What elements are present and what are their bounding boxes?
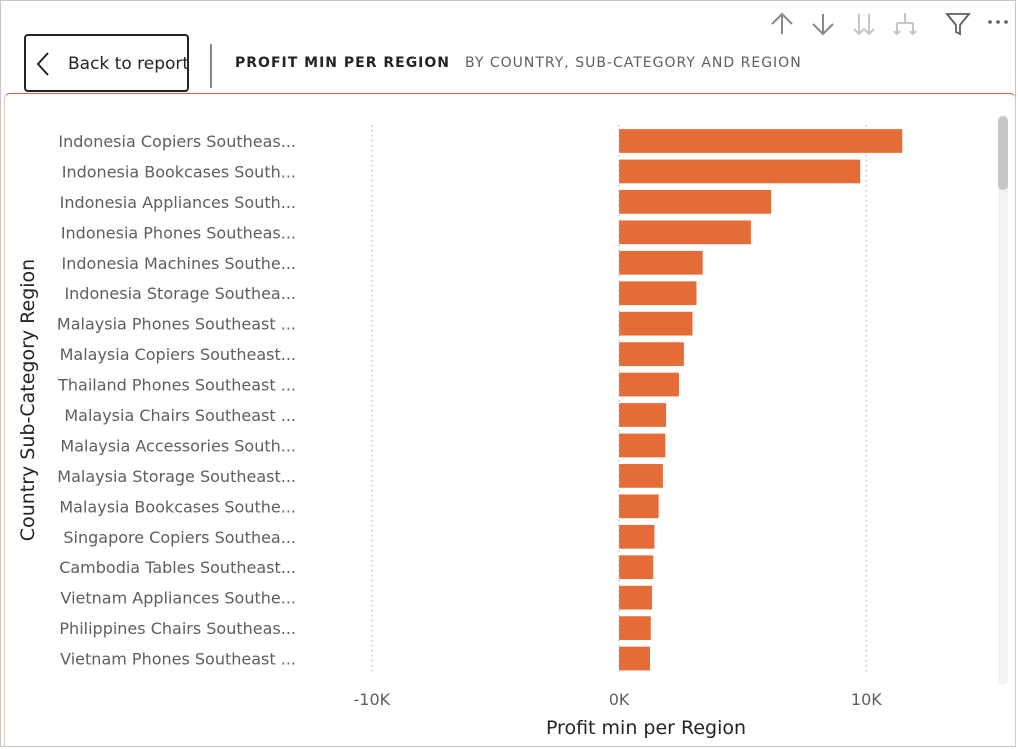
category-label: Indonesia Bookcases South...	[62, 162, 296, 181]
x-tick-label: -10K	[354, 690, 391, 709]
bar[interactable]	[619, 342, 684, 366]
chevron-left-icon	[36, 52, 49, 76]
category-label: Malaysia Accessories South...	[60, 436, 296, 455]
back-to-report-button[interactable]: Back to report	[24, 34, 189, 92]
bar[interactable]	[619, 555, 654, 580]
x-tick-label: 10K	[851, 690, 882, 709]
more-options-icon[interactable]	[984, 10, 1012, 38]
category-label: Vietnam Phones Southeast ...	[60, 650, 296, 669]
bar[interactable]	[619, 585, 652, 610]
scrollbar-thumb[interactable]	[998, 116, 1008, 190]
category-label: Malaysia Storage Southeast...	[57, 467, 296, 486]
filter-icon[interactable]	[944, 10, 972, 38]
category-label: Indonesia Phones Southeas...	[61, 223, 296, 242]
category-label: Indonesia Appliances South...	[60, 193, 296, 212]
bar[interactable]	[619, 129, 903, 153]
scrollbar-track[interactable]	[998, 115, 1008, 685]
x-tick-label: 0K	[609, 690, 630, 709]
breadcrumb-profit-min[interactable]: PROFIT MIN PER REGION	[235, 55, 451, 71]
category-label: Malaysia Bookcases Southe...	[59, 497, 296, 516]
bar[interactable]	[619, 190, 772, 214]
category-label: Cambodia Tables Southeast...	[59, 558, 296, 577]
category-label: Philippines Chairs Southeas...	[59, 619, 296, 638]
double-arrow-down-icon[interactable]	[850, 10, 878, 38]
bar[interactable]	[619, 494, 659, 519]
bar[interactable]	[619, 524, 655, 549]
bar[interactable]	[619, 281, 697, 306]
category-label: Malaysia Chairs Southeast ...	[64, 406, 296, 425]
bar[interactable]	[619, 403, 667, 427]
x-axis-title: Profit min per Region	[546, 717, 746, 739]
bar[interactable]	[619, 220, 751, 245]
back-to-report-label: Back to report	[68, 54, 190, 74]
y-axis-title: Country Sub-Category Region	[17, 259, 39, 541]
category-label: Indonesia Storage Southea...	[64, 284, 296, 303]
bar[interactable]	[619, 433, 666, 458]
arrow-down-icon[interactable]	[809, 10, 837, 38]
expand-hierarchy-icon[interactable]	[891, 10, 919, 38]
category-label: Indonesia Machines Southe...	[62, 254, 296, 273]
category-label: Indonesia Copiers Southeas...	[58, 132, 296, 151]
header-separator	[210, 44, 212, 88]
bar[interactable]	[619, 311, 693, 336]
bar[interactable]	[619, 646, 650, 671]
category-label: Vietnam Appliances Southe...	[60, 589, 296, 608]
bar[interactable]	[619, 250, 703, 275]
bar[interactable]	[619, 372, 679, 397]
category-label: Thailand Phones Southeast ...	[57, 376, 296, 395]
category-label: Singapore Copiers Southea...	[63, 528, 296, 547]
bar[interactable]	[619, 159, 861, 184]
bar[interactable]	[619, 616, 651, 640]
breadcrumb-by-country[interactable]: BY COUNTRY, SUB-CATEGORY AND REGION	[465, 55, 802, 71]
category-label: Malaysia Phones Southeast ...	[57, 315, 296, 334]
category-label: Malaysia Copiers Southeast...	[60, 345, 296, 364]
chart-panel	[4, 93, 1016, 747]
drill-header: Back to report PROFIT MIN PER REGION BY …	[0, 0, 1018, 92]
arrow-up-icon[interactable]	[768, 10, 796, 38]
bar[interactable]	[619, 464, 663, 488]
